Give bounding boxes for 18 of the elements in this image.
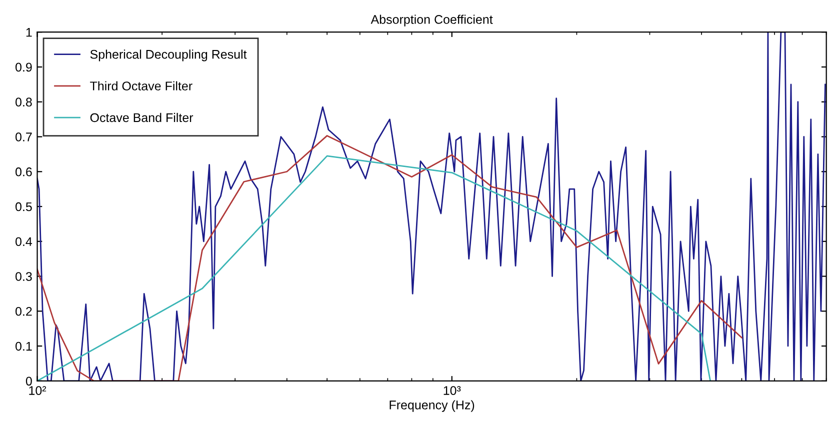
legend-label: Spherical Decoupling Result: [90, 50, 247, 62]
y-tick-label: 0.6: [16, 167, 32, 176]
y-tick-label: 0.2: [16, 306, 32, 316]
y-tick-label: 1: [26, 28, 32, 37]
x-axis-title: Frequency (Hz): [390, 400, 474, 412]
x-tick-label: 10³: [444, 386, 461, 395]
y-tick-label: 0.4: [16, 237, 32, 246]
chart-title: Absorption Coefficient: [370, 14, 493, 26]
y-tick-label: 0.8: [16, 98, 32, 107]
x-tick-label: 10²: [29, 386, 46, 395]
y-tick-label: 0.3: [16, 272, 32, 281]
legend-label: Third Octave Filter: [90, 81, 192, 90]
y-tick-label: 0.9: [16, 62, 32, 72]
legend-label: Octave Band Filter: [90, 112, 194, 122]
y-tick-label: 0.7: [16, 132, 32, 142]
y-tick-label: 0.5: [16, 202, 32, 212]
y-tick-label: 0.1: [16, 342, 32, 351]
y-tick-label: 0: [26, 376, 32, 386]
